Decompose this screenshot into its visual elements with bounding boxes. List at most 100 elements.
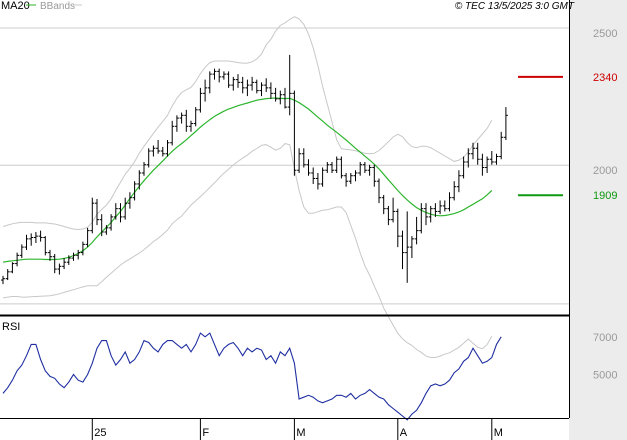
- ohlc-bar: [358, 161, 363, 176]
- price-tick-label: 2500: [593, 28, 617, 40]
- ohlc-bar: [80, 241, 85, 256]
- ohlc-bar: [503, 107, 508, 141]
- ohlc-bar: [405, 211, 410, 283]
- ohlc-bar: [203, 79, 208, 102]
- bband-lower-line: [2, 143, 493, 358]
- ohlc-bar: [174, 115, 179, 132]
- ohlc-bar: [207, 71, 212, 94]
- time-tick-label: F: [202, 427, 209, 439]
- price-gridlines: [0, 27, 569, 305]
- ohlc-bar: [151, 145, 156, 157]
- ohlc-bar: [442, 200, 447, 212]
- ohlc-bar: [71, 252, 76, 261]
- ohlc-bar: [160, 146, 165, 157]
- ohlc-bar: [301, 148, 306, 168]
- ohlc-bar: [315, 172, 320, 190]
- bband-upper-line: [2, 16, 493, 231]
- ohlc-bar: [29, 233, 34, 246]
- ohlc-bar: [381, 194, 386, 215]
- time-tick-label: A: [400, 427, 408, 439]
- ohlc-bar: [377, 178, 381, 204]
- ohlc-bar: [212, 68, 217, 80]
- ohlc-bar: [362, 161, 367, 173]
- ohlc-bar: [193, 107, 198, 127]
- ohlc-bar: [226, 71, 231, 88]
- ohlc-bar: [43, 236, 48, 256]
- rsi-path: [2, 332, 502, 421]
- price-axis-background: [569, 0, 627, 440]
- ohlc-bar: [471, 142, 475, 160]
- ohlc-bar: [320, 167, 325, 187]
- time-axis: 25 F M A M: [91, 418, 503, 440]
- ohlc-bar: [485, 156, 490, 173]
- ohlc-bar: [236, 74, 240, 88]
- ohlc-bar: [409, 236, 414, 259]
- support-level-label: 1909: [593, 190, 617, 202]
- ohlc-bar: [395, 208, 400, 248]
- ohlc-bar: [367, 164, 372, 176]
- ohlc-bar: [499, 131, 504, 160]
- ohlc-bar: [292, 90, 297, 176]
- ohlc-bar: [372, 164, 377, 187]
- price-axis-ticks: 2500 2000: [593, 28, 617, 177]
- ohlc-bar: [456, 170, 461, 193]
- ohlc-bar: [273, 87, 278, 102]
- ohlc-bar: [127, 192, 132, 209]
- ohlc-bar: [254, 79, 259, 94]
- ohlc-bar: [33, 232, 38, 243]
- ohlc-bar: [245, 79, 250, 97]
- ohlc-bar: [461, 156, 466, 179]
- rsi-line: [2, 332, 502, 421]
- ohlc-bar: [38, 230, 43, 242]
- ohlc-bar: [386, 205, 391, 226]
- ohlc-bar: [264, 78, 269, 92]
- ohlc-bar: [104, 225, 109, 235]
- ohlc-bar: [278, 90, 283, 105]
- ohlc-bar: [287, 54, 292, 116]
- rsi-tick-label: 5000: [593, 370, 617, 382]
- ohlc-bar: [189, 120, 193, 132]
- ohlc-bar: [480, 153, 485, 176]
- ohlc-bar: [217, 68, 222, 83]
- rsi-panel-title: RSI: [2, 321, 20, 333]
- ohlc-bar: [76, 249, 81, 260]
- ohlc-bar: [179, 112, 184, 124]
- time-tick-label: 25: [94, 427, 106, 439]
- ohlc-bar: [123, 197, 128, 220]
- ma20-path: [2, 97, 493, 263]
- ohlc-bar: [283, 87, 287, 109]
- ohlc-bar: [489, 151, 494, 165]
- price-tick-label: 2000: [593, 165, 617, 177]
- price-bars: [1, 54, 508, 285]
- ohlc-bar: [428, 205, 433, 223]
- credit-timestamp: © TEC 13/5/2025 3:0 GMT: [455, 1, 575, 12]
- ohlc-bar: [325, 161, 330, 173]
- ohlc-bar: [339, 156, 344, 179]
- ohlc-bar: [259, 82, 264, 97]
- ohlc-bar: [438, 200, 443, 215]
- ohlc-bar: [1, 275, 5, 285]
- ohlc-bar: [113, 203, 118, 220]
- ohlc-bar: [400, 230, 405, 270]
- ohlc-bar: [15, 252, 20, 267]
- ohlc-bar: [344, 172, 349, 187]
- ohlc-bar: [142, 161, 146, 176]
- ohlc-bar: [447, 192, 452, 212]
- ohlc-bar: [156, 140, 161, 154]
- ohlc-bar: [62, 258, 67, 270]
- ohlc-bar: [414, 216, 419, 245]
- bollinger-bands: [2, 16, 493, 358]
- ohlc-bar: [57, 263, 62, 275]
- ohlc-bar: [353, 170, 358, 182]
- ohlc-bar: [5, 269, 10, 281]
- ohlc-bar: [66, 255, 71, 265]
- ohlc-bar: [137, 170, 142, 190]
- ohlc-bar: [466, 148, 471, 168]
- ohlc-bar: [19, 244, 24, 259]
- ohlc-bar: [184, 109, 189, 132]
- ohlc-bar: [146, 148, 151, 168]
- ohlc-bar: [475, 142, 480, 165]
- rsi-tick-label: 7000: [593, 332, 617, 344]
- ohlc-bar: [90, 197, 95, 234]
